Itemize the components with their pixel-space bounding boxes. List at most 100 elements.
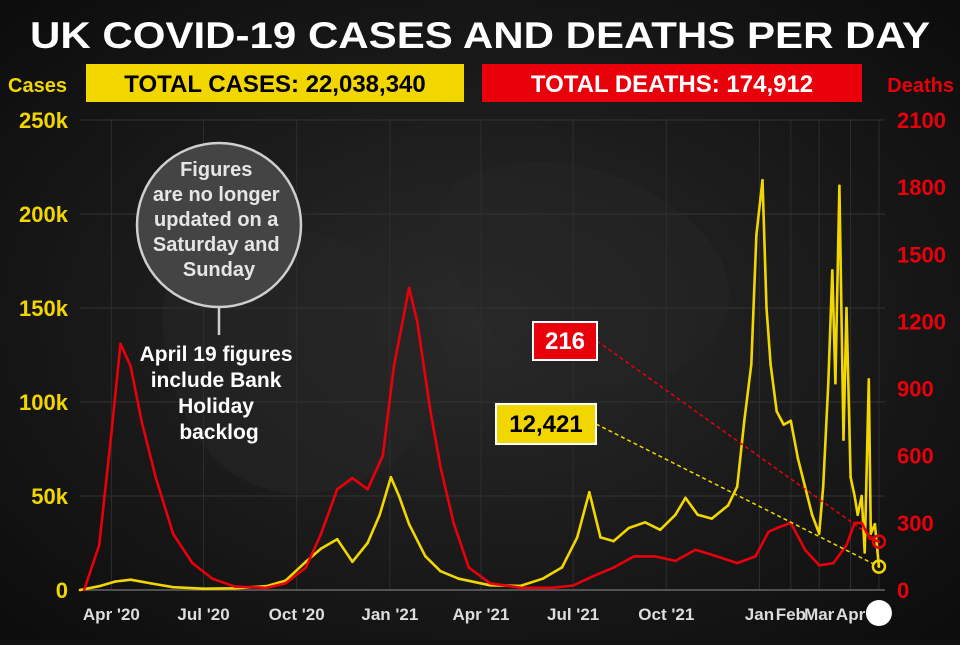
x-tick-label: Jan xyxy=(745,605,774,624)
data-point-deaths xyxy=(452,521,455,525)
data-point-deaths xyxy=(860,521,863,525)
data-point-deaths xyxy=(284,582,287,585)
data-point-cases xyxy=(869,532,873,535)
data-point-cases xyxy=(867,378,871,381)
data-point-deaths xyxy=(366,488,369,491)
data-point-cases xyxy=(860,494,863,498)
x-tick-label: Feb xyxy=(776,605,806,624)
left-tick-label: 0 xyxy=(56,578,68,603)
data-point-deaths xyxy=(319,532,323,536)
data-point-cases xyxy=(827,381,830,385)
data-point-cases xyxy=(202,587,205,590)
grid xyxy=(80,119,885,591)
left-tick-label: 200k xyxy=(19,202,69,227)
data-point-cases xyxy=(599,536,602,539)
data-point-cases xyxy=(424,554,427,558)
data-point-cases xyxy=(796,457,800,460)
data-point-cases xyxy=(838,184,841,188)
data-point-cases xyxy=(750,363,753,366)
data-point-cases xyxy=(97,584,101,588)
data-point-cases xyxy=(831,269,834,272)
data-point-deaths xyxy=(429,409,432,413)
data-point-cases xyxy=(789,419,793,423)
x-tick-label: Apr '21 xyxy=(453,605,510,624)
right-tick-label: 1800 xyxy=(897,175,946,200)
data-point-deaths xyxy=(415,320,419,323)
data-point-deaths xyxy=(439,465,442,469)
cases-annotation-box xyxy=(495,403,597,445)
data-point-cases xyxy=(612,539,615,543)
data-point-cases xyxy=(810,513,814,517)
data-point-cases xyxy=(378,513,382,517)
data-point-deaths xyxy=(488,582,492,585)
data-point-deaths xyxy=(191,561,194,565)
data-point-cases xyxy=(304,560,308,564)
data-point-cases xyxy=(863,551,866,554)
right-axis-label: Deaths xyxy=(887,75,954,97)
right-tick-label: 1200 xyxy=(897,309,946,334)
data-point-deaths xyxy=(351,476,354,480)
data-point-cases xyxy=(735,485,739,488)
data-point-cases xyxy=(856,513,859,517)
data-point-deaths xyxy=(632,555,636,558)
data-point-deaths xyxy=(519,586,522,590)
data-point-cases xyxy=(560,566,564,569)
data-point-deaths xyxy=(304,566,308,569)
data-point-cases xyxy=(397,494,401,498)
data-point-cases xyxy=(457,577,461,580)
right-tick-label: 300 xyxy=(897,511,934,536)
data-point-deaths xyxy=(82,588,86,592)
data-point-cases xyxy=(643,521,647,524)
deaths-end-marker xyxy=(871,534,887,549)
series-line-cases xyxy=(79,178,881,592)
x-tick-label: Apr '20 xyxy=(83,605,140,624)
data-point-cases xyxy=(335,537,339,541)
data-point-deaths xyxy=(467,566,471,569)
data-point-deaths xyxy=(550,586,554,590)
x-axis-ticks: Apr '20 Jul '20 Oct '20 Jan '21 Apr '21 Jul '… xyxy=(83,605,888,624)
x-tick-label: Jul '20 xyxy=(177,605,229,624)
data-point-cases xyxy=(817,532,821,535)
data-point-cases xyxy=(849,475,852,479)
data-point-cases xyxy=(389,475,393,479)
left-axis-label: Cases xyxy=(8,75,67,97)
annotation-weekend-text: Figures are no longer updated on a Satur… xyxy=(153,159,285,281)
data-point-deaths xyxy=(129,364,132,368)
data-point-cases xyxy=(658,528,662,532)
data-point-deaths xyxy=(154,476,158,480)
data-point-cases xyxy=(775,410,778,413)
data-point-cases xyxy=(710,517,714,520)
data-point-deaths xyxy=(110,432,113,435)
data-point-cases xyxy=(726,504,730,507)
data-point-deaths xyxy=(694,548,697,551)
data-point-cases xyxy=(782,423,785,426)
data-point-deaths xyxy=(591,575,594,578)
right-tick-label: 1500 xyxy=(897,242,946,267)
data-point-deaths xyxy=(140,420,144,424)
data-point-cases xyxy=(588,490,591,494)
data-point-cases xyxy=(171,585,175,589)
data-point-deaths xyxy=(868,537,872,540)
cases-end-marker xyxy=(871,559,887,574)
x-tick-label: Mar xyxy=(804,605,835,624)
annotation-backlog-text: April 19 figures include Bank Holiday ba… xyxy=(140,343,299,444)
data-point-cases xyxy=(755,233,758,236)
data-point-deaths xyxy=(211,577,214,581)
data-point-deaths xyxy=(392,364,396,368)
last-day-highlight xyxy=(865,600,892,626)
left-tick-label: 250k xyxy=(19,108,69,133)
right-axis-ticks: 0 300 600 900 1200 1500 1800 2100 xyxy=(897,108,946,603)
data-point-cases xyxy=(407,522,411,526)
data-point-cases xyxy=(129,578,132,581)
x-tick-label: Apr xyxy=(836,605,866,624)
cases-annotation-leader xyxy=(595,423,880,568)
data-point-cases xyxy=(845,306,848,310)
cases-annotation-label: 12,421 xyxy=(509,411,582,438)
data-point-deaths xyxy=(653,555,657,558)
background-map-shape xyxy=(441,161,730,386)
data-point-cases xyxy=(743,419,746,423)
data-point-cases xyxy=(842,438,845,441)
data-point-cases xyxy=(627,526,631,530)
data-point-deaths xyxy=(845,543,848,547)
